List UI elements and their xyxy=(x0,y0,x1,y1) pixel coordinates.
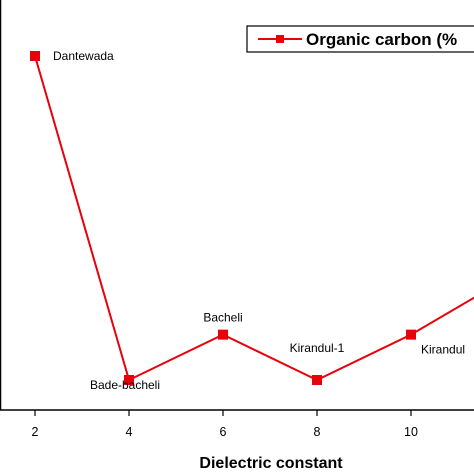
data-point-marker xyxy=(30,51,40,61)
data-point-marker xyxy=(218,329,228,340)
legend-marker-swatch xyxy=(276,35,284,43)
x-axis-ticks: 2 4 6 8 10 xyxy=(32,410,418,439)
plot-frame xyxy=(0,0,474,411)
data-point-label: Dantewada xyxy=(53,49,114,63)
legend-label: Organic carbon (% xyxy=(306,30,457,49)
x-tick-label: 4 xyxy=(126,425,133,439)
data-point-marker xyxy=(406,329,416,340)
x-tick-label: 2 xyxy=(32,425,39,439)
x-tick-label: 10 xyxy=(404,425,418,439)
data-point-label: Kirandul-1 xyxy=(290,341,345,355)
data-point-label: Bacheli xyxy=(203,311,242,325)
series-markers xyxy=(30,51,416,385)
series-line-organic-carbon xyxy=(34,55,474,382)
legend: Organic carbon (% xyxy=(246,25,474,53)
data-point-label: Bade-bacheli xyxy=(90,378,160,392)
point-labels: Dantewada Bade-bacheli Bacheli Kirandul-1 Ki… xyxy=(53,49,465,392)
data-point-label: Kirandul xyxy=(421,343,465,357)
x-axis-title: Dielectric constant xyxy=(199,455,343,472)
x-tick-label: 8 xyxy=(314,425,321,439)
x-tick-label: 6 xyxy=(220,425,227,439)
data-point-marker xyxy=(124,375,134,385)
data-point-marker xyxy=(312,375,322,385)
